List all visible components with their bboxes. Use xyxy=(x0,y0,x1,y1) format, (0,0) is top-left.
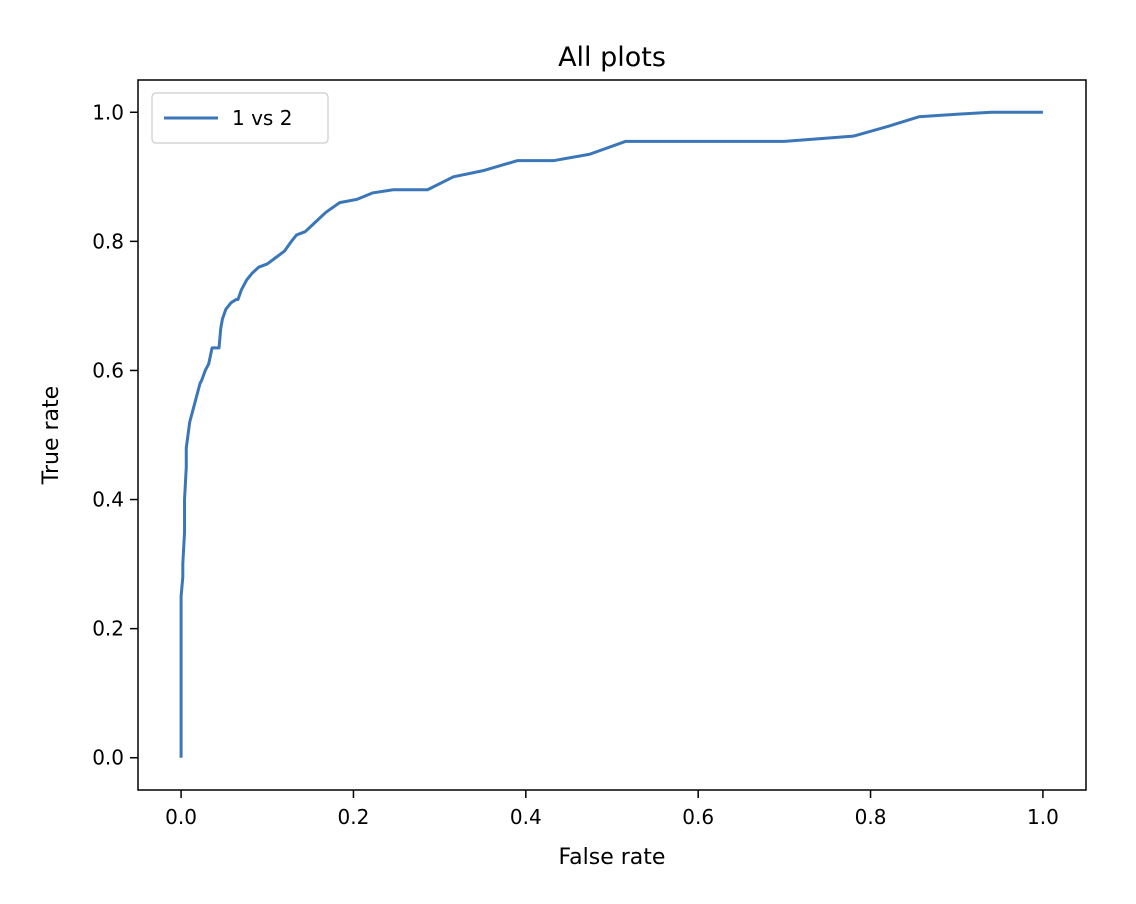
x-axis: 0.0 0.2 0.4 0.6 0.8 1.0 xyxy=(165,790,1059,829)
chart-title: All plots xyxy=(558,42,666,73)
legend-box xyxy=(151,92,329,144)
legend: 1 vs 2 xyxy=(151,92,329,144)
y-tick-label: 0.0 xyxy=(92,746,124,770)
y-tick-label: 1.0 xyxy=(92,100,124,124)
y-axis: 0.0 0.2 0.4 0.6 0.8 1.0 xyxy=(92,100,138,770)
x-axis-label: False rate xyxy=(559,845,666,870)
y-axis-label: True rate xyxy=(39,386,64,485)
x-tick-label: 1.0 xyxy=(1027,805,1059,829)
x-tick-label: 0.2 xyxy=(338,805,370,829)
x-tick-label: 0.0 xyxy=(165,805,197,829)
y-tick-label: 0.6 xyxy=(92,358,124,382)
y-tick-label: 0.2 xyxy=(92,617,124,641)
series-layer xyxy=(179,110,1043,758)
x-tick-label: 0.4 xyxy=(510,805,542,829)
plot-frame xyxy=(137,79,1087,791)
y-tick-label: 0.8 xyxy=(92,229,124,253)
x-tick-label: 0.6 xyxy=(682,805,714,829)
x-tick-label: 0.8 xyxy=(855,805,887,829)
legend-entry-label: 1 vs 2 xyxy=(232,106,292,130)
series-line-1-vs-2 xyxy=(179,110,1043,758)
y-tick-label: 0.4 xyxy=(92,488,124,512)
